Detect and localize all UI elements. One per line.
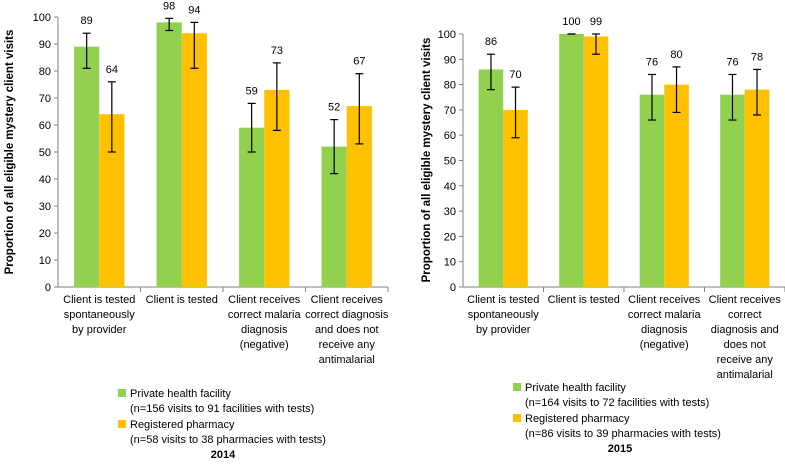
bar xyxy=(181,33,207,288)
x-category-label: by provider xyxy=(72,324,127,336)
x-category-label: spontaneously xyxy=(468,309,539,321)
data-label: 59 xyxy=(246,85,258,97)
x-category-label: Client is tested xyxy=(467,294,539,306)
y-tick-label: 100 xyxy=(438,29,456,41)
y-tick-label: 90 xyxy=(444,54,456,66)
y-tick-label: 50 xyxy=(39,147,51,159)
x-category-label: diagnosis xyxy=(241,324,288,336)
x-category-label: by provider xyxy=(476,324,531,336)
data-label: 52 xyxy=(328,102,340,114)
data-label: 64 xyxy=(106,64,118,76)
x-category-label: (negative) xyxy=(240,339,289,351)
x-category-label: Client is tested xyxy=(63,294,135,306)
x-category-label: correct xyxy=(728,309,762,321)
legend-note: (n=86 visits to 39 pharmacies with tests… xyxy=(525,428,721,440)
data-label: 76 xyxy=(726,56,738,68)
legend-note: (n=58 visits to 38 pharmacies with tests… xyxy=(130,434,326,446)
y-tick-label: 20 xyxy=(444,231,456,243)
y-tick-label: 20 xyxy=(39,228,51,240)
legend-label: Private health facility xyxy=(525,382,626,394)
y-tick-label: 50 xyxy=(444,156,456,168)
x-category-label: correct diagnosis xyxy=(305,309,389,321)
bar xyxy=(503,109,528,288)
y-tick-label: 80 xyxy=(444,80,456,92)
x-category-label: Client receives xyxy=(628,294,701,306)
x-category-label: does not xyxy=(724,339,766,351)
data-label: 78 xyxy=(751,51,763,63)
y-axis-label: Proportion of all eligible mystery clien… xyxy=(4,30,16,275)
x-category-label: (negative) xyxy=(640,339,689,351)
x-category-label: diagnosis xyxy=(641,324,688,336)
chart-year-title: 2014 xyxy=(211,449,236,461)
x-category-label: correct malaria xyxy=(228,309,302,321)
y-tick-label: 30 xyxy=(444,206,456,218)
bar xyxy=(664,84,689,287)
data-label: 94 xyxy=(188,4,200,16)
data-label: 89 xyxy=(81,15,93,27)
data-label: 98 xyxy=(163,0,175,12)
x-category-label: antimalarial xyxy=(717,369,773,381)
y-tick-label: 100 xyxy=(33,12,51,24)
y-tick-label: 70 xyxy=(444,105,456,117)
y-tick-label: 40 xyxy=(444,181,456,193)
legend-swatch xyxy=(118,420,126,428)
data-label: 99 xyxy=(590,16,602,28)
x-category-label: and does not xyxy=(315,324,379,336)
bar xyxy=(156,22,182,288)
x-category-label: spontaneously xyxy=(64,309,135,321)
y-tick-label: 10 xyxy=(444,257,456,269)
y-tick-label: 80 xyxy=(39,66,51,78)
legend-swatch xyxy=(513,383,521,391)
legend-label: Private health facility xyxy=(130,388,231,400)
y-tick-label: 60 xyxy=(39,120,51,132)
bar xyxy=(639,94,665,287)
x-category-label: antimalarial xyxy=(319,354,375,366)
y-axis-label: Proportion of all eligible mystery clien… xyxy=(421,38,433,283)
data-label: 100 xyxy=(562,16,580,28)
x-category-label: correct malaria xyxy=(628,309,702,321)
x-category-label: Client is tested xyxy=(548,294,620,306)
x-category-label: Client is tested xyxy=(146,294,218,306)
legend-label: Registered pharmacy xyxy=(130,419,235,431)
legend-label: Registered pharmacy xyxy=(525,413,630,425)
bar xyxy=(559,34,584,287)
data-label: 80 xyxy=(670,49,682,61)
x-category-label: receive any xyxy=(717,354,774,366)
bar xyxy=(583,36,609,287)
bar xyxy=(478,69,504,287)
y-tick-label: 10 xyxy=(39,255,51,267)
x-category-label: Client receives xyxy=(228,294,301,306)
data-label: 70 xyxy=(509,69,521,81)
bar xyxy=(74,46,100,288)
y-tick-label: 30 xyxy=(39,201,51,213)
legend-note: (n=164 visits to 72 facilities with test… xyxy=(525,397,709,409)
data-label: 86 xyxy=(485,36,497,48)
x-category-label: diagnosis and xyxy=(711,324,779,336)
y-tick-label: 40 xyxy=(39,174,51,186)
legend-swatch xyxy=(513,414,521,422)
legend-swatch xyxy=(118,389,126,397)
y-tick-label: 70 xyxy=(39,93,51,105)
y-tick-label: 0 xyxy=(45,282,51,294)
data-label: 76 xyxy=(646,56,658,68)
x-category-label: receive any xyxy=(319,339,376,351)
chart-2015: Proportion of all eligible mystery clien… xyxy=(421,16,785,455)
chart-2014: Proportion of all eligible mystery clien… xyxy=(4,0,389,461)
y-tick-label: 60 xyxy=(444,130,456,142)
x-category-label: Client receives xyxy=(709,294,782,306)
y-tick-label: 0 xyxy=(450,282,456,294)
bar xyxy=(239,127,265,287)
x-category-label: Client receives xyxy=(311,294,384,306)
y-tick-label: 90 xyxy=(39,39,51,51)
bar xyxy=(744,89,770,287)
bar xyxy=(720,94,745,287)
data-label: 73 xyxy=(271,45,283,57)
chart-year-title: 2015 xyxy=(608,443,632,455)
legend-note: (n=156 visits to 91 facilities with test… xyxy=(130,403,314,415)
data-label: 67 xyxy=(353,56,365,68)
